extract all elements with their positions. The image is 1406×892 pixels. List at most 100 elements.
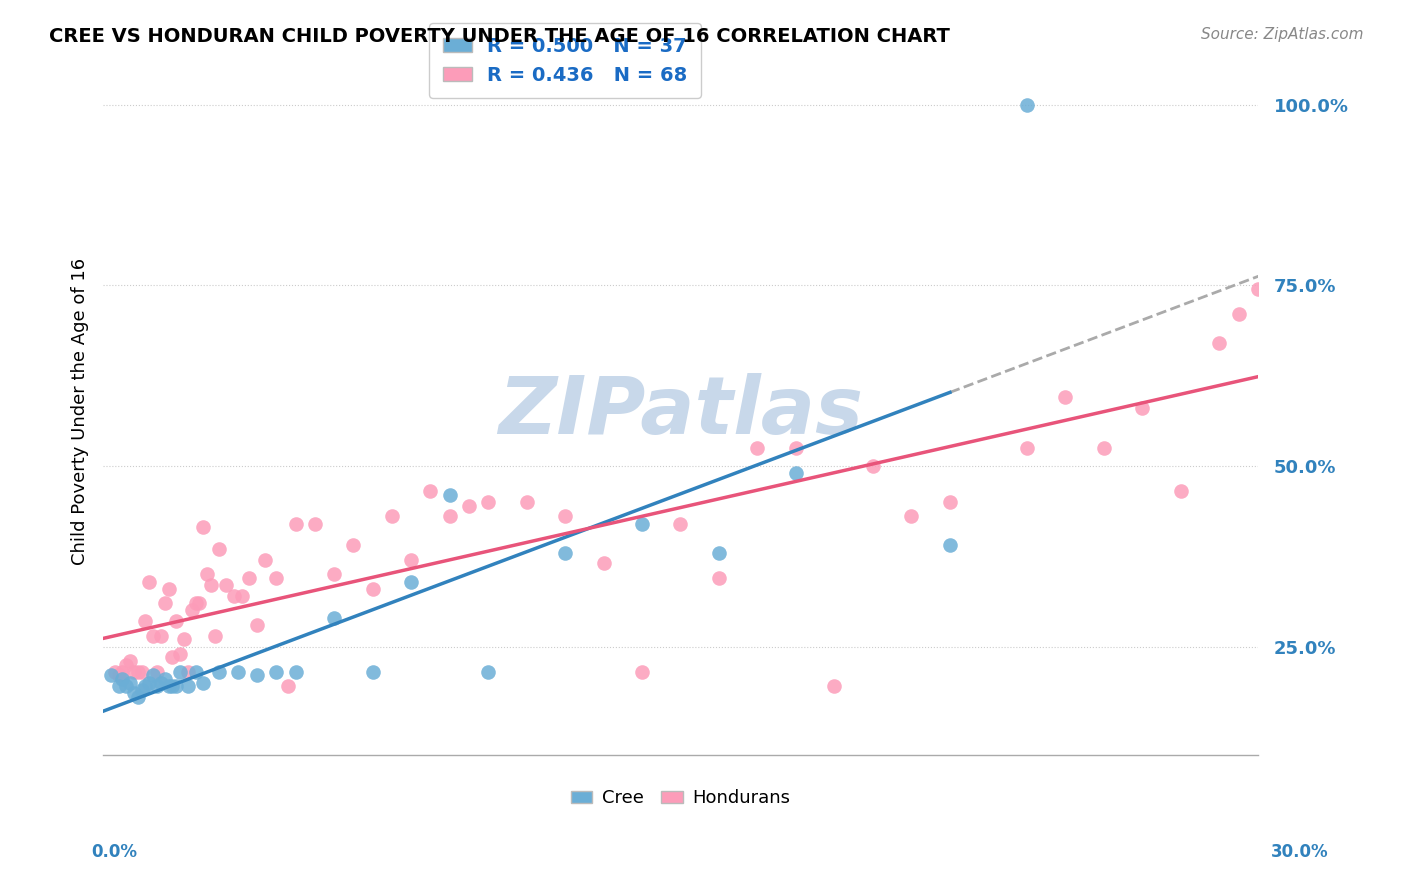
Point <box>477 665 499 679</box>
Point <box>131 665 153 679</box>
Point <box>862 458 884 473</box>
Point <box>238 571 260 585</box>
Point <box>323 610 346 624</box>
Point <box>122 665 145 679</box>
Point <box>222 589 245 603</box>
Point <box>157 582 180 596</box>
Point <box>180 603 202 617</box>
Point <box>169 647 191 661</box>
Point <box>120 654 142 668</box>
Point <box>207 665 229 679</box>
Point <box>277 679 299 693</box>
Point <box>785 441 807 455</box>
Text: Source: ZipAtlas.com: Source: ZipAtlas.com <box>1201 27 1364 42</box>
Point <box>342 538 364 552</box>
Point <box>323 567 346 582</box>
Point <box>188 596 211 610</box>
Legend: Cree, Hondurans: Cree, Hondurans <box>564 782 797 814</box>
Point <box>138 675 160 690</box>
Point <box>785 466 807 480</box>
Point <box>104 665 127 679</box>
Point <box>707 546 730 560</box>
Point <box>381 509 404 524</box>
Point <box>153 596 176 610</box>
Point <box>1054 390 1077 404</box>
Point <box>184 665 207 679</box>
Point <box>669 516 692 531</box>
Point <box>162 650 184 665</box>
Point <box>284 665 307 679</box>
Point <box>146 665 169 679</box>
Point <box>165 679 187 693</box>
Point <box>399 553 422 567</box>
Point <box>157 679 180 693</box>
Point <box>266 571 288 585</box>
Point <box>153 672 176 686</box>
Point <box>246 668 269 682</box>
Point <box>361 665 384 679</box>
Point <box>111 665 134 679</box>
Point <box>173 632 195 647</box>
Point <box>127 665 149 679</box>
Point <box>554 546 576 560</box>
Point <box>184 596 207 610</box>
Point <box>142 668 165 682</box>
Point <box>149 675 172 690</box>
Point <box>107 679 129 693</box>
Point <box>900 509 922 524</box>
Point <box>111 672 134 686</box>
Point <box>107 668 129 682</box>
Point <box>1208 336 1230 351</box>
Point <box>631 665 654 679</box>
Point <box>100 668 122 682</box>
Point <box>631 516 654 531</box>
Point <box>266 665 288 679</box>
Text: CREE VS HONDURAN CHILD POVERTY UNDER THE AGE OF 16 CORRELATION CHART: CREE VS HONDURAN CHILD POVERTY UNDER THE… <box>49 27 950 45</box>
Point <box>207 541 229 556</box>
Point <box>284 516 307 531</box>
Point <box>146 679 169 693</box>
Point <box>515 495 537 509</box>
Point <box>304 516 326 531</box>
Point <box>115 679 138 693</box>
Point <box>1265 268 1288 282</box>
Point <box>193 520 215 534</box>
Point <box>142 629 165 643</box>
Point <box>134 679 156 693</box>
Point <box>554 509 576 524</box>
Point <box>120 675 142 690</box>
Point <box>361 582 384 596</box>
Text: 0.0%: 0.0% <box>91 843 138 861</box>
Point <box>477 495 499 509</box>
Point <box>1247 282 1270 296</box>
Point <box>162 679 184 693</box>
Point <box>115 657 138 672</box>
Point <box>1015 441 1038 455</box>
Point <box>246 618 269 632</box>
Point <box>122 686 145 700</box>
Point <box>399 574 422 589</box>
Point <box>226 665 249 679</box>
Point <box>138 574 160 589</box>
Text: 30.0%: 30.0% <box>1271 843 1329 861</box>
Point <box>1227 307 1250 321</box>
Point <box>215 578 238 592</box>
Point <box>253 553 276 567</box>
Point <box>177 679 200 693</box>
Point <box>169 665 191 679</box>
Point <box>1092 441 1115 455</box>
Point <box>457 499 479 513</box>
Point <box>200 578 222 592</box>
Point <box>823 679 845 693</box>
Point <box>204 629 226 643</box>
Point <box>939 495 962 509</box>
Point <box>1132 401 1154 416</box>
Text: ZIPatlas: ZIPatlas <box>498 373 863 450</box>
Point <box>439 488 461 502</box>
Point <box>439 509 461 524</box>
Point <box>177 665 200 679</box>
Point <box>165 614 187 628</box>
Point <box>134 614 156 628</box>
Point <box>707 571 730 585</box>
Point <box>231 589 253 603</box>
